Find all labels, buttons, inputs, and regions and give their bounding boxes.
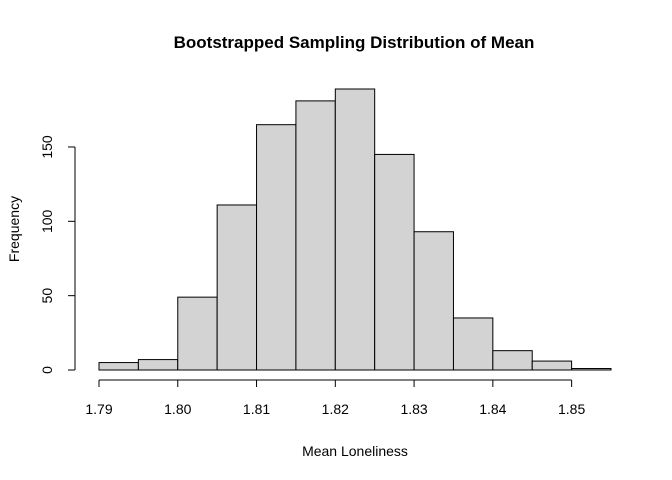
x-tick-label-0: 1.79 [85, 401, 112, 417]
y-axis: 0 50 100 150 [39, 135, 76, 374]
x-axis-label: Mean Loneliness [302, 443, 408, 459]
chart-title: Bootstrapped Sampling Distribution of Me… [174, 33, 535, 52]
x-tick-label-4: 1.83 [400, 401, 427, 417]
histogram-bar-5 [295, 100, 336, 371]
histogram-bar-1 [137, 359, 179, 371]
histogram-bar-8 [413, 231, 454, 371]
x-tick-label-5: 1.84 [479, 401, 506, 417]
y-tick-label-2: 100 [39, 209, 55, 233]
histogram-bar-0 [98, 362, 139, 371]
y-axis-label: Frequency [6, 196, 22, 262]
histogram-bar-12 [571, 368, 612, 371]
x-tick-label-1: 1.80 [164, 401, 191, 417]
histogram-bar-3 [216, 204, 258, 371]
x-axis: 1.79 1.80 1.81 1.82 1.83 1.84 1.85 [85, 379, 585, 417]
histogram-bar-4 [256, 124, 297, 371]
bars-group [98, 88, 612, 371]
x-tick-label-2: 1.81 [243, 401, 270, 417]
y-tick-label-0: 0 [39, 366, 55, 374]
histogram-bar-11 [531, 360, 573, 371]
histogram-bar-2 [177, 296, 218, 371]
histogram-bar-7 [374, 153, 415, 371]
x-tick-label-3: 1.82 [322, 401, 349, 417]
histogram-bar-6 [334, 88, 376, 371]
histogram-bar-10 [492, 350, 533, 371]
histogram-bar-9 [452, 317, 494, 371]
y-tick-label-3: 150 [39, 135, 55, 159]
x-tick-label-6: 1.85 [558, 401, 585, 417]
y-tick-label-1: 50 [39, 288, 55, 304]
